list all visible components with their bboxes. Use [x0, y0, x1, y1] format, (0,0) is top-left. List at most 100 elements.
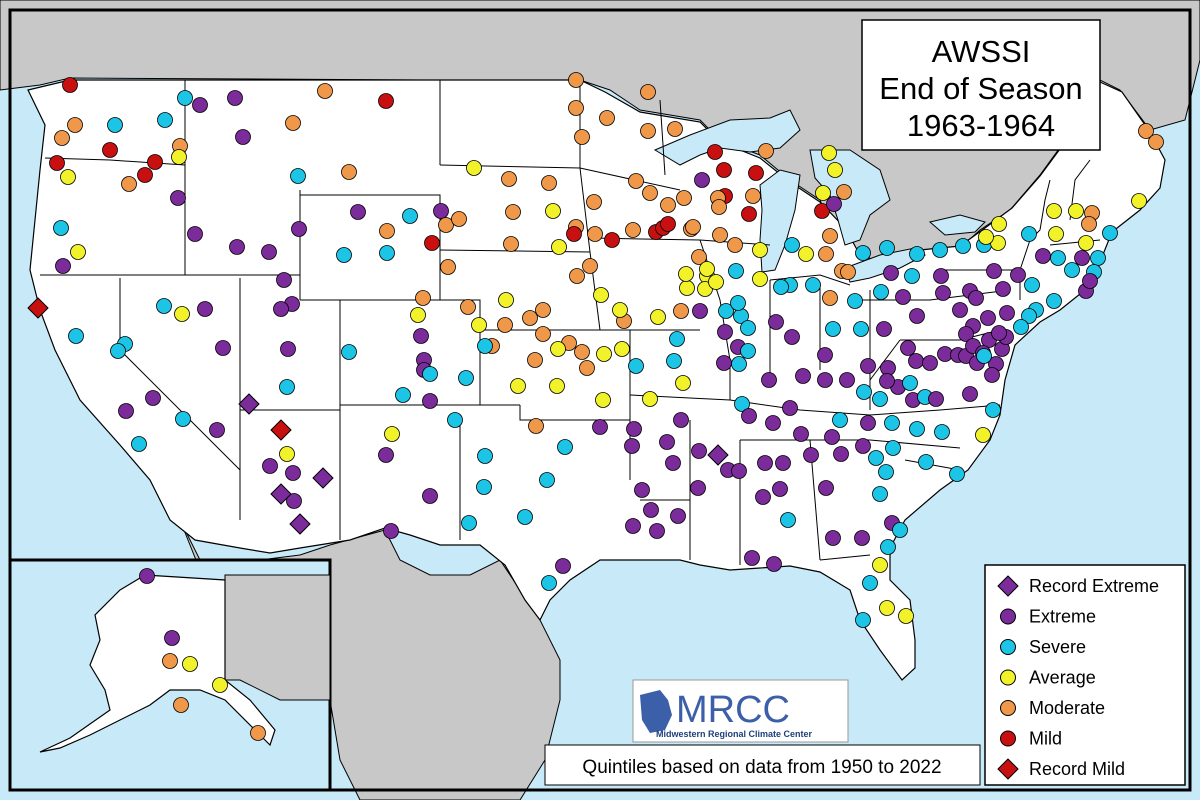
station-marker-extreme — [670, 508, 686, 524]
station-marker-severe — [805, 277, 821, 293]
station-marker-severe — [909, 421, 925, 437]
station-marker-extreme — [192, 97, 208, 113]
station-marker-severe — [177, 90, 193, 106]
station-marker-extreme — [694, 172, 710, 188]
station-marker-record-mild — [270, 419, 292, 441]
station-marker-extreme — [765, 415, 781, 431]
station-marker-severe — [784, 237, 800, 253]
station-marker-extreme — [986, 263, 1002, 279]
station-marker-severe — [780, 512, 796, 528]
station-marker-moderate — [162, 653, 178, 669]
station-marker-extreme — [795, 368, 811, 384]
legend-label-mild: Mild — [1029, 729, 1062, 749]
station-marker-extreme — [761, 372, 777, 388]
station-marker-moderate — [711, 199, 727, 215]
station-marker-average — [471, 317, 487, 333]
station-marker-extreme — [909, 308, 925, 324]
station-marker-extreme — [716, 355, 732, 371]
station-marker-extreme — [626, 421, 642, 437]
station-marker-extreme — [413, 328, 429, 344]
station-marker-extreme — [691, 443, 707, 459]
station-marker-average — [1048, 226, 1064, 242]
station-marker-severe — [904, 268, 920, 284]
station-marker-severe — [666, 353, 682, 369]
station-marker-extreme — [1082, 273, 1098, 289]
station-marker-extreme — [895, 289, 911, 305]
mrcc-logo: MRCC Midwestern Regional Climate Center — [632, 679, 849, 743]
station-marker-severe — [279, 379, 295, 395]
station-marker-extreme — [991, 325, 1007, 341]
station-marker-extreme — [673, 412, 689, 428]
station-marker-severe — [1021, 226, 1037, 242]
station-marker-extreme — [731, 463, 747, 479]
station-marker-extreme — [854, 530, 870, 546]
station-marker-moderate — [527, 352, 543, 368]
station-marker-extreme — [952, 302, 968, 318]
station-marker-extreme — [1074, 250, 1090, 266]
station-marker-extreme — [833, 446, 849, 462]
station-marker-moderate — [691, 249, 707, 265]
legend-label-average: Average — [1029, 668, 1096, 688]
station-marker-mild — [102, 142, 118, 158]
station-marker-moderate — [535, 302, 551, 318]
station-marker-severe — [539, 472, 555, 488]
station-marker-average — [679, 280, 695, 296]
title-box: AWSSI End of Season 1963-1964 — [861, 19, 1101, 151]
station-marker-extreme — [55, 258, 71, 274]
station-marker-severe — [934, 424, 950, 440]
footnote-box: Quintiles based on data from 1950 to 202… — [544, 744, 981, 786]
station-marker-severe — [868, 450, 884, 466]
station-marker-moderate — [579, 360, 595, 376]
station-marker-moderate — [497, 317, 513, 333]
alaska-landmass — [39, 574, 276, 753]
station-marker-extreme — [139, 568, 155, 584]
station-marker-mild — [604, 232, 620, 248]
station-marker-moderate — [685, 219, 701, 235]
station-marker-severe — [862, 575, 878, 591]
station-marker-mild — [566, 226, 582, 242]
station-marker-moderate — [541, 175, 557, 191]
station-marker-moderate — [505, 204, 521, 220]
station-marker-severe — [955, 238, 971, 254]
station-marker-severe — [932, 242, 948, 258]
station-marker-moderate — [121, 176, 137, 192]
station-marker-average — [821, 145, 837, 161]
station-marker-extreme — [928, 391, 944, 407]
station-marker-severe — [461, 515, 477, 531]
station-marker-average — [551, 239, 567, 255]
station-marker-moderate — [1148, 134, 1164, 150]
station-marker-moderate — [451, 211, 467, 227]
station-marker-moderate — [574, 129, 590, 145]
station-marker-moderate — [250, 725, 266, 741]
station-marker-mild — [147, 154, 163, 170]
station-marker-extreme — [692, 303, 708, 319]
station-marker-mild — [707, 144, 723, 160]
station-marker-extreme — [422, 393, 438, 409]
station-marker-severe — [885, 440, 901, 456]
station-markers — [27, 72, 1164, 741]
station-marker-severe — [847, 293, 863, 309]
station-marker-extreme — [273, 301, 289, 317]
station-marker-severe — [976, 348, 992, 364]
station-marker-average — [642, 391, 658, 407]
station-marker-extreme — [968, 290, 984, 306]
station-marker-extreme — [433, 203, 449, 219]
map-border — [8, 8, 1192, 792]
station-marker-average — [596, 346, 612, 362]
station-marker-moderate — [522, 310, 538, 326]
station-marker-moderate — [586, 194, 602, 210]
legend-label-severe: Severe — [1029, 637, 1086, 657]
station-marker-moderate — [460, 299, 476, 315]
footnote-text: Quintiles based on data from 1950 to 202… — [582, 757, 941, 778]
station-marker-average — [212, 677, 228, 693]
station-marker-moderate — [640, 123, 656, 139]
station-marker-extreme — [624, 438, 640, 454]
station-marker-average — [699, 261, 715, 277]
station-marker-extreme — [817, 347, 833, 363]
station-marker-extreme — [170, 190, 186, 206]
station-marker-average — [171, 149, 187, 165]
station-marker-extreme — [980, 310, 996, 326]
station-marker-severe — [856, 384, 872, 400]
station-marker-moderate — [628, 173, 644, 189]
